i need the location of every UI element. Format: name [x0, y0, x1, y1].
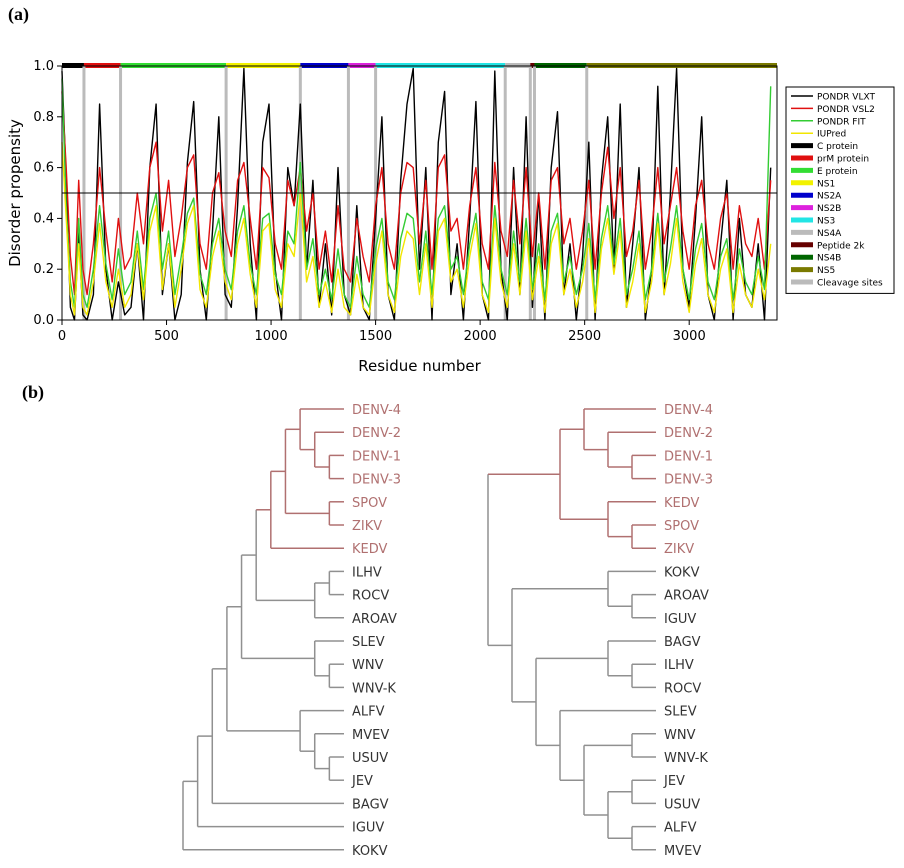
legend-label: Cleavage sites — [817, 279, 883, 289]
leaf-label-denv-2: DENV-2 — [352, 426, 401, 441]
legend-label: E protein — [817, 167, 858, 177]
leaf-label-rocv: ROCV — [664, 681, 701, 696]
legend-label: prM protein — [817, 155, 869, 165]
leaf-label-mvev: MVEV — [352, 728, 389, 743]
leaf-label-jev: JEV — [351, 774, 373, 789]
leaf-label-wnv: WNV — [352, 658, 384, 673]
y-axis-label: Disorder propensity — [6, 119, 24, 267]
y-tick-label: 1.0 — [33, 59, 54, 74]
leaf-label-denv-2: DENV-2 — [664, 426, 713, 441]
leaf-label-rocv: ROCV — [352, 589, 389, 604]
leaf-label-wnv-k: WNV-K — [352, 681, 396, 696]
leaf-label-aroav: AROAV — [352, 612, 397, 627]
legend-label: NS4A — [817, 229, 842, 239]
leaf-label-denv-1: DENV-1 — [352, 449, 401, 464]
y-tick-label: 0.6 — [33, 161, 54, 176]
leaf-label-iguv: IGUV — [664, 612, 696, 627]
y-tick-label: 0.2 — [33, 262, 54, 277]
legend-label: IUPred — [817, 130, 846, 140]
axes: 0 500 1000 1500 2000 2500 3000 0.0 0.2 0.4 0.6 0.8 1… — [33, 59, 705, 344]
leaf-label-zikv: ZIKV — [664, 542, 694, 557]
tree-right: DENV-4 DENV-2 DENV-1 DENV-3 KEDV SPOV ZIKV KOKV… — [487, 403, 713, 859]
series-line-iupred — [61, 142, 772, 316]
x-tick-label: 1000 — [255, 329, 288, 344]
leaf-label-bagv: BAGV — [352, 797, 389, 812]
plot-frame — [61, 65, 778, 321]
x-tick-label: 2500 — [568, 329, 601, 344]
series-lines — [61, 67, 772, 321]
leaf-label-wnv: WNV — [664, 728, 696, 743]
leaf-label-aroav: AROAV — [664, 589, 709, 604]
panel-a-label: (a) — [8, 4, 29, 24]
panel-b-label: (b) — [22, 382, 44, 402]
series-line-pondr-fit — [61, 78, 772, 308]
x-tick-label: 3000 — [673, 329, 706, 344]
tree-left: DENV-4 DENV-2 DENV-1 DENV-3 SPOV ZIKV KEDV ILHV… — [182, 403, 401, 859]
leaf-label-bagv: BAGV — [664, 635, 701, 650]
leaf-label-denv-4: DENV-4 — [352, 403, 401, 418]
leaf-label-zikv: ZIKV — [352, 519, 382, 534]
y-tick-label: 0.4 — [33, 211, 54, 226]
legend-label: NS2A — [817, 192, 842, 202]
legend-label: Peptide 2k — [817, 241, 865, 251]
legend-label: PONDR VSL2 — [817, 105, 875, 115]
leaf-label-jev: JEV — [663, 774, 685, 789]
legend: PONDR VLXT PONDR VSL2 PONDR FIT IUPred C pro… — [785, 86, 895, 294]
leaf-label-ilhv: ILHV — [664, 658, 694, 673]
leaf-label-denv-4: DENV-4 — [664, 403, 713, 418]
x-tick-label: 500 — [154, 329, 179, 344]
legend-label: NS3 — [817, 217, 835, 227]
legend-label: PONDR FIT — [817, 117, 866, 127]
leaf-label-mvev: MVEV — [664, 844, 701, 859]
leaf-label-kokv: KOKV — [352, 844, 388, 859]
leaf-label-alfv: ALFV — [664, 821, 697, 836]
phylogenetic-trees: DENV-4 DENV-2 DENV-1 DENV-3 SPOV ZIKV KEDV ILHV… — [182, 403, 713, 859]
x-tick-label: 2000 — [464, 329, 497, 344]
y-tick-label: 0.8 — [33, 110, 54, 125]
leaf-label-usuv: USUV — [352, 751, 388, 766]
leaf-label-alfv: ALFV — [352, 705, 385, 720]
legend-label: NS4B — [817, 254, 841, 264]
leaf-label-iguv: IGUV — [352, 821, 384, 836]
x-tick-label: 1500 — [359, 329, 392, 344]
legend-label: NS1 — [817, 179, 835, 189]
leaf-label-usuv: USUV — [664, 797, 700, 812]
leaf-label-kokv: KOKV — [664, 565, 700, 580]
leaf-label-spov: SPOV — [664, 519, 699, 534]
leaf-label-denv-1: DENV-1 — [664, 449, 713, 464]
leaf-label-kedv: KEDV — [664, 496, 700, 511]
x-tick-label: 0 — [58, 329, 66, 344]
leaf-label-slev: SLEV — [352, 635, 385, 650]
legend-label: PONDR VLXT — [817, 93, 875, 103]
leaf-label-kedv: KEDV — [352, 542, 388, 557]
legend-label: NS2B — [817, 204, 841, 214]
x-axis-label: Residue number — [358, 357, 481, 375]
leaf-label-denv-3: DENV-3 — [664, 473, 713, 488]
leaf-label-wnv-k: WNV-K — [664, 751, 708, 766]
legend-label: NS5 — [817, 266, 835, 276]
leaf-label-slev: SLEV — [664, 705, 697, 720]
y-tick-label: 0.0 — [33, 313, 54, 328]
legend-label: C protein — [817, 142, 858, 152]
leaf-label-spov: SPOV — [352, 496, 387, 511]
leaf-label-ilhv: ILHV — [352, 565, 382, 580]
leaf-label-denv-3: DENV-3 — [352, 473, 401, 488]
disorder-chart: 0 500 1000 1500 2000 2500 3000 0.0 0.2 0.4 0.6 0.8 1… — [6, 59, 895, 375]
